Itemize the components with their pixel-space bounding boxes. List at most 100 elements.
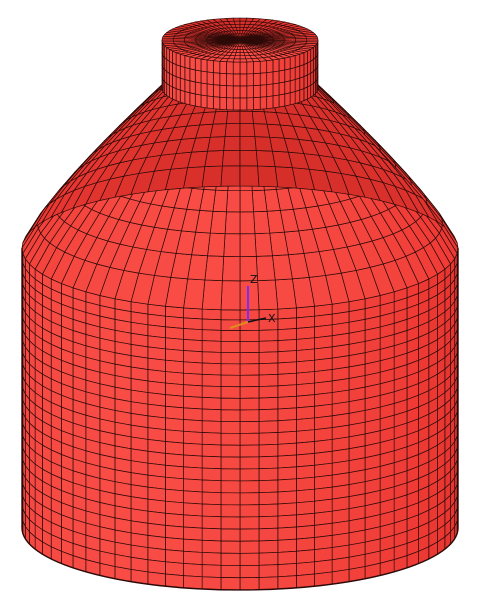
neck-element [206,95,214,110]
roof-element [257,165,279,188]
wall-element [296,337,315,351]
neck-element [246,85,254,99]
neck-element [212,84,221,98]
wall-element [147,559,166,575]
neck-element [200,58,208,73]
neck-element [179,65,186,81]
wall-element [277,350,297,364]
wall-element [220,397,241,411]
neck-cylinder [161,39,319,111]
top-element [306,37,319,41]
wall-element [277,502,297,517]
wall-element [277,466,297,481]
roof-element [223,136,241,151]
wall-element [239,504,260,518]
neck-element [289,67,296,82]
neck-element [239,73,248,87]
neck-element [179,53,186,69]
wall-element [277,339,297,353]
wall-element [183,361,203,375]
roof-element [201,279,223,311]
wall-element [165,348,184,363]
wall-element [296,561,315,577]
wall-element [277,419,297,433]
wall-element [277,538,297,553]
wall-element [239,456,260,470]
wall-element [258,432,279,446]
roof-element [209,123,227,138]
wall-element [165,382,184,397]
wall-element [147,510,166,526]
neck-element [189,68,196,83]
wall-element [239,564,260,579]
neck-element [266,71,274,86]
wall-element [277,490,297,505]
neck-element [179,89,186,105]
wall-element [258,329,279,342]
wall-element [220,309,241,321]
wall-element [296,488,315,504]
wall-element [258,479,279,494]
neck-element [184,67,191,82]
neck-element [184,91,191,106]
wall-element [239,516,260,530]
wall-element [220,432,241,446]
wall-element [183,538,203,553]
wall-element [258,374,279,387]
wall-element [239,409,260,423]
wall-element [183,317,203,331]
wall-element [277,407,297,422]
neck-element [303,74,308,90]
wall-element [258,539,279,554]
wall-element [201,539,222,554]
roof-element [224,123,241,137]
neck-element [289,79,296,94]
wall-element [314,510,333,526]
wall-element [201,385,222,399]
wall-element [296,452,315,468]
neck-element [284,80,291,95]
wall-element [165,524,184,540]
wall-element [220,352,241,365]
wall-element [258,420,279,434]
roof-element [204,150,225,167]
top-element [250,39,263,41]
wall-element [277,395,297,410]
roof-element [224,211,241,235]
wall-element [147,486,166,502]
neck-element [166,46,170,62]
wall-element [201,329,222,342]
wall-element [258,397,279,411]
neck-element [303,86,308,102]
roof-element [239,233,257,257]
wall-element [183,395,203,410]
wall-element [201,467,222,482]
wall-element [314,547,333,563]
roof-element [226,110,241,124]
wall-element [239,340,260,354]
neck-element [278,93,286,108]
wall-element [147,547,166,563]
wall-element [258,455,279,470]
top-element [234,23,241,28]
wall-element [201,503,222,518]
wall-element [201,308,222,321]
wall-element [183,407,203,422]
wall-element [220,528,241,542]
wall-element [220,552,241,566]
neck-element [253,96,261,111]
neck-element [172,86,177,102]
wall-element [277,454,297,469]
neck-element [166,70,170,86]
wall-element [258,443,279,458]
neck-element [226,61,234,75]
wall-element [296,512,315,528]
roof-element [239,136,257,151]
neck-element [189,80,196,95]
triad-z-label: Z [250,273,258,286]
wall-element [239,386,260,399]
wall-element [183,442,203,457]
wall-element [258,515,279,530]
neck-element [294,89,301,105]
wall-element [296,315,315,329]
